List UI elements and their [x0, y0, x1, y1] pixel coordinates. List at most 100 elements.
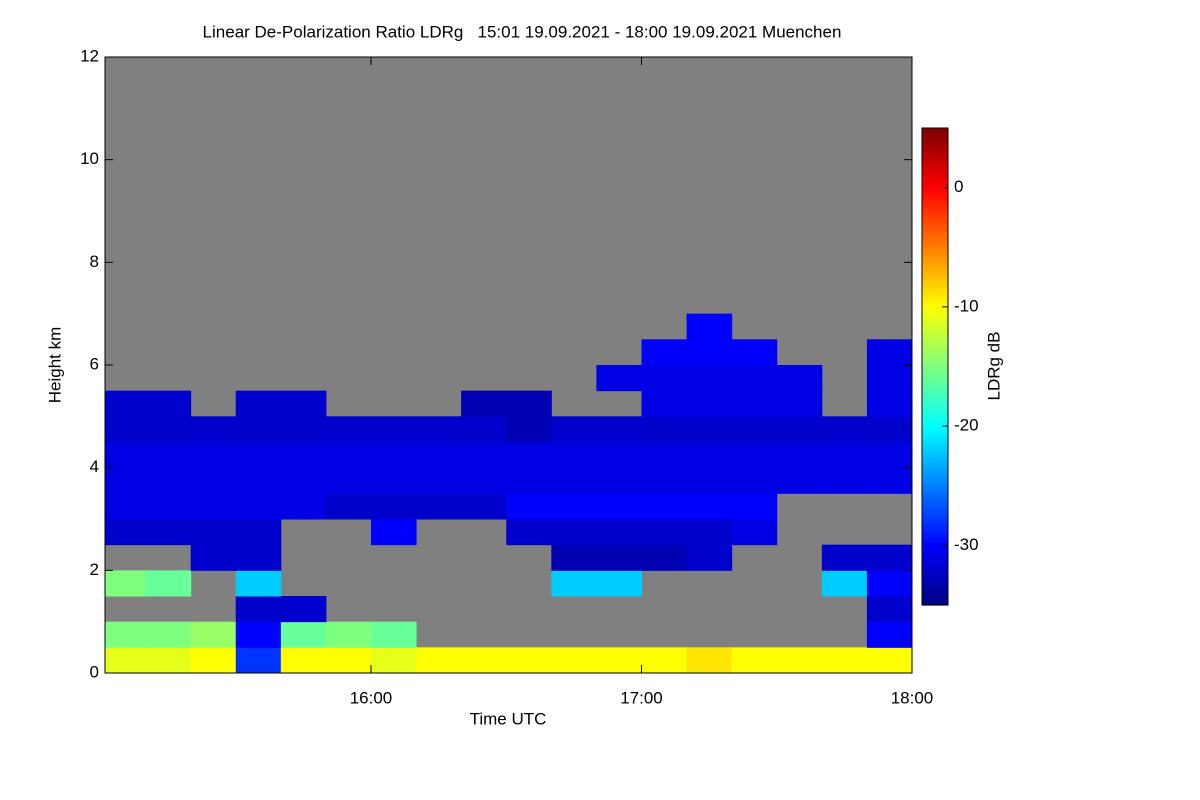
- colorbar-step: [922, 187, 948, 193]
- colorbar-step: [922, 573, 948, 578]
- heatmap-cell: [280, 390, 327, 417]
- colorbar-step: [922, 207, 948, 213]
- colorbar-step: [922, 370, 948, 376]
- colorbar-step: [922, 342, 948, 348]
- heatmap-cell: [551, 544, 597, 571]
- colorbar-step: [922, 366, 948, 372]
- heatmap-cell: [105, 570, 147, 597]
- heatmap-cell: [190, 467, 237, 494]
- heatmap-cell: [596, 467, 642, 494]
- heatmap-cell: [866, 339, 913, 366]
- colorbar-step: [922, 477, 948, 483]
- colorbar-step: [922, 525, 948, 531]
- colorbar-step: [922, 322, 948, 328]
- colorbar-step: [922, 183, 948, 189]
- heatmap-cell: [596, 416, 642, 443]
- heatmap-cell: [145, 570, 192, 597]
- heatmap-cell: [280, 493, 327, 520]
- heatmap-cell: [145, 467, 192, 494]
- colorbar-step: [922, 422, 948, 427]
- colorbar-step: [922, 219, 948, 224]
- heatmap-cell: [551, 493, 597, 520]
- colorbar-step: [922, 338, 948, 344]
- heatmap-cell: [235, 621, 282, 648]
- colorbar-step: [922, 147, 948, 153]
- heatmap-cell: [235, 570, 282, 597]
- heatmap-cell: [370, 493, 417, 520]
- heatmap-cell: [235, 467, 282, 494]
- heatmap-cell: [866, 570, 913, 597]
- colorbar-step: [922, 545, 948, 550]
- colorbar-step: [922, 382, 948, 387]
- colorbar-step: [922, 362, 948, 368]
- heatmap-cell: [551, 467, 597, 494]
- heatmap-cell: [461, 416, 507, 443]
- colorbar-step: [922, 418, 948, 423]
- heatmap-cell: [370, 467, 417, 494]
- colorbar-step: [922, 465, 948, 471]
- colorbar-step: [922, 334, 948, 340]
- heatmap-cell: [145, 519, 192, 546]
- colorbar-step: [922, 453, 948, 459]
- heatmap-cell: [506, 390, 552, 417]
- heatmap-cell: [731, 416, 778, 443]
- heatmap-cell: [776, 390, 823, 417]
- heatmap-cell: [506, 519, 552, 546]
- heatmap-cell: [280, 621, 327, 648]
- colorbar-step: [922, 231, 948, 236]
- colorbar-step: [922, 302, 948, 308]
- heatmap-cell: [641, 544, 688, 571]
- y-tick-label: 0: [90, 662, 99, 681]
- heatmap-cell: [325, 647, 372, 674]
- heatmap-cell: [506, 493, 552, 520]
- colorbar-step: [922, 557, 948, 562]
- colorbar-step: [922, 203, 948, 209]
- heatmap-cell: [190, 416, 237, 443]
- heatmap-cell: [190, 621, 237, 648]
- heatmap-cell: [105, 467, 147, 494]
- colorbar-step: [922, 175, 948, 181]
- colorbar-step: [922, 167, 948, 173]
- heatmap-cell: [866, 390, 913, 417]
- colorbar-step: [922, 426, 948, 431]
- heatmap-cell: [416, 442, 462, 469]
- heatmap-cell: [641, 519, 688, 546]
- heatmap-cell: [686, 647, 733, 674]
- heatmap-cell: [686, 339, 733, 366]
- heatmap-cell: [506, 647, 552, 674]
- heatmap-cell: [235, 544, 282, 571]
- heatmap-cell: [776, 365, 823, 392]
- heatmap-cell: [551, 647, 597, 674]
- colorbar-step: [922, 410, 948, 415]
- colorbar-step: [922, 159, 948, 165]
- colorbar-step: [922, 298, 948, 304]
- colorbar-step: [922, 263, 948, 268]
- colorbar-step: [922, 442, 948, 447]
- heatmap-cell: [731, 442, 778, 469]
- heatmap-cell: [866, 621, 913, 648]
- colorbar-step: [922, 553, 948, 558]
- colorbar-step: [922, 227, 948, 232]
- colorbar-step: [922, 414, 948, 419]
- colorbar-tick-label: -20: [954, 416, 979, 435]
- colorbar-step: [922, 346, 948, 352]
- heatmap-cell: [641, 416, 688, 443]
- heatmap-cell: [506, 416, 552, 443]
- colorbar-step: [922, 585, 948, 590]
- heatmap-cell: [686, 442, 733, 469]
- colorbar-step: [922, 358, 948, 364]
- y-tick-label: 2: [90, 560, 99, 579]
- y-tick-label: 12: [80, 46, 99, 65]
- heatmap-cell: [686, 544, 733, 571]
- heatmap-cell: [596, 493, 642, 520]
- heatmap-cell: [190, 442, 237, 469]
- heatmap-cell: [821, 544, 868, 571]
- colorbar-step: [922, 434, 948, 439]
- heatmap-cell: [596, 365, 642, 392]
- colorbar-step: [922, 283, 948, 288]
- colorbar-step: [922, 259, 948, 264]
- colorbar-step: [922, 473, 948, 479]
- colorbar-step: [922, 191, 948, 197]
- colorbar-step: [922, 243, 948, 248]
- colorbar-step: [922, 290, 948, 296]
